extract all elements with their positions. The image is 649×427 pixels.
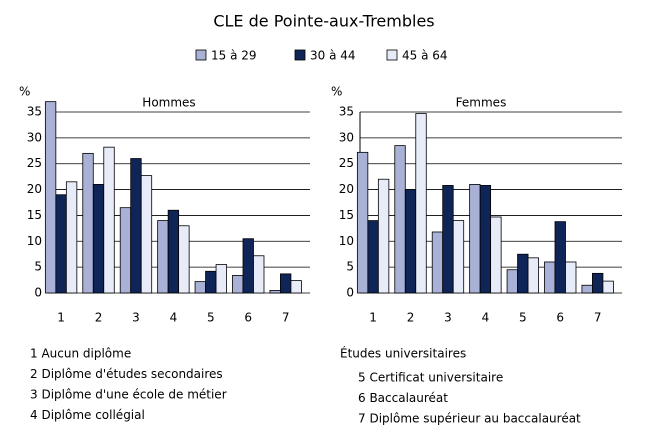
bar	[253, 255, 265, 294]
bar	[290, 280, 302, 294]
legend-swatch	[294, 49, 306, 61]
bar	[431, 231, 444, 294]
x-tick-label: 3	[132, 311, 140, 325]
bar	[544, 261, 556, 294]
bar	[157, 220, 169, 294]
y-axis-label: %	[331, 85, 342, 99]
x-tick-label: 4	[170, 311, 178, 325]
note-heading: Études universitaires	[340, 346, 466, 361]
y-tick-label: 10	[27, 234, 42, 248]
bar	[92, 183, 105, 294]
y-tick-label: 35	[27, 105, 42, 119]
legend-swatch	[195, 49, 207, 61]
note: 1 Aucun diplôme	[30, 347, 131, 361]
note: 6 Baccalauréat	[358, 391, 448, 405]
y-tick-label: 5	[346, 260, 354, 274]
y-tick-label: 15	[27, 208, 42, 222]
bar	[232, 275, 244, 294]
y-tick-label: 10	[339, 234, 354, 248]
bar	[140, 175, 153, 294]
bar	[394, 145, 406, 294]
bar	[517, 253, 529, 294]
bar	[469, 183, 481, 294]
y-tick-label: 20	[27, 182, 42, 196]
bar	[65, 181, 78, 294]
x-tick-label: 4	[482, 311, 490, 325]
y-tick-label: 35	[339, 105, 354, 119]
y-axis-label: %	[19, 85, 30, 99]
bar	[280, 273, 292, 294]
y-tick-label: 30	[339, 130, 354, 144]
bar	[479, 185, 492, 294]
bar	[130, 158, 142, 294]
bar	[565, 261, 577, 294]
bar	[367, 220, 379, 294]
x-tick-label: 2	[407, 311, 415, 325]
bar	[452, 220, 465, 294]
bar	[44, 101, 57, 294]
bar	[404, 189, 417, 294]
y-tick-label: 5	[34, 260, 42, 274]
note: 2 Diplôme d'études secondaires	[30, 367, 223, 381]
bar	[356, 151, 369, 294]
bar	[194, 281, 206, 294]
legend-label: 15 à 29	[211, 49, 257, 63]
x-tick-label: 5	[519, 311, 527, 325]
bar	[602, 280, 614, 294]
x-tick-label: 7	[594, 311, 602, 325]
bar	[527, 257, 539, 294]
bar	[55, 194, 67, 294]
bar	[82, 152, 94, 294]
subplot-title: Femmes	[456, 96, 507, 110]
legend-swatch	[386, 49, 398, 61]
bar	[506, 269, 518, 294]
x-tick-label: 1	[57, 311, 65, 325]
x-tick-label: 2	[95, 311, 103, 325]
note: 7 Diplôme supérieur au baccalauréat	[358, 412, 581, 426]
bar	[269, 290, 281, 294]
y-tick-label: 20	[339, 182, 354, 196]
bar	[205, 270, 217, 294]
bar	[442, 185, 454, 294]
y-tick-label: 25	[339, 156, 354, 170]
bar	[119, 207, 132, 294]
bar	[554, 221, 566, 294]
note: 5 Certificat universitaire	[358, 371, 503, 385]
bar	[167, 209, 180, 294]
x-tick-label: 6	[244, 311, 252, 325]
bar	[581, 284, 593, 294]
y-tick-label: 15	[339, 208, 354, 222]
x-tick-label: 6	[556, 311, 564, 325]
bar	[592, 272, 604, 294]
x-tick-label: 7	[282, 311, 290, 325]
bar	[103, 146, 115, 294]
y-tick-label: 0	[34, 286, 42, 300]
bar	[415, 113, 427, 294]
bar	[490, 216, 502, 294]
legend-label: 30 à 44	[310, 49, 356, 63]
bar	[377, 178, 390, 294]
chart-title: CLE de Pointe-aux-Trembles	[213, 12, 434, 31]
legend-label: 45 à 64	[402, 49, 448, 63]
bar	[242, 238, 254, 294]
y-tick-label: 25	[27, 156, 42, 170]
subplot-title: Hommes	[142, 96, 195, 110]
note: 4 Diplôme collégial	[30, 408, 145, 422]
note: 3 Diplôme d'une école de métier	[30, 388, 227, 402]
x-tick-label: 5	[207, 311, 215, 325]
bar	[215, 264, 227, 294]
x-tick-label: 1	[369, 311, 377, 325]
y-tick-label: 30	[27, 130, 42, 144]
x-tick-label: 3	[444, 311, 452, 325]
y-tick-label: 0	[346, 286, 354, 300]
bar	[178, 225, 190, 294]
